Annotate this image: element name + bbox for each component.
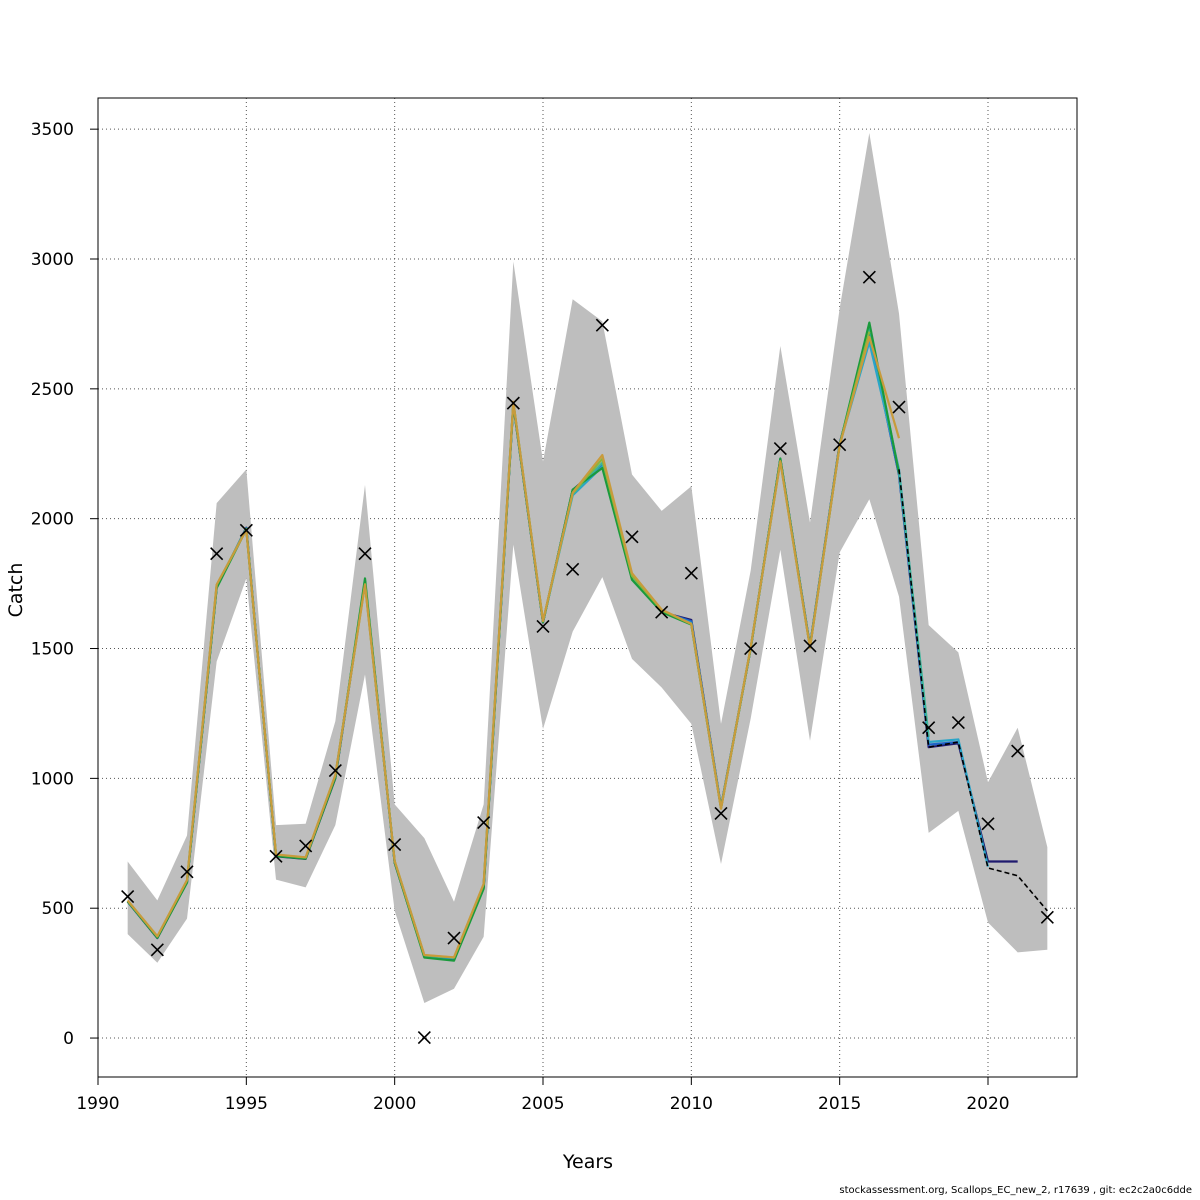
observed-point-stroke [951,715,965,730]
observed-point-stroke [862,270,876,284]
observed-point-stroke [714,806,728,820]
y-axis-label: Catch [5,563,27,618]
observed-point-stroke [150,943,164,957]
band-area [127,133,1048,1003]
y-tick-label: 3000 [31,250,74,270]
observed-point [1040,910,1054,924]
fit-lines [126,321,1018,962]
observed-point [625,530,639,544]
observed-point [1011,744,1025,758]
observed-point [655,605,669,619]
observed-point [299,839,313,853]
observed-point-stroke [655,605,669,619]
observed-point [833,438,847,452]
y-tick-label: 500 [42,899,74,919]
prediction-line [898,469,1048,912]
observed-point [506,396,520,410]
observed-points [121,270,1054,1045]
y-axis: 0 500 1000 1500 2000 2500 3000 3500 [31,120,99,1049]
observed-point [150,943,164,957]
observed-point [566,562,580,576]
observed-point-stroke [922,721,936,735]
observed-point-stroke [595,318,609,332]
y-tick-label: 1000 [31,769,74,789]
observed-point [388,838,402,852]
y-tick-label: 2500 [31,380,74,400]
y-tick-label: 2000 [31,510,74,530]
observed-point-stroke [536,619,550,634]
observed-point-stroke [447,931,461,945]
observed-point-stroke [477,815,491,830]
observed-point-stroke [358,547,372,561]
x-tick-label: 2005 [521,1094,564,1114]
observed-point [803,639,817,653]
observed-point-stroke [566,562,580,576]
observed-point-stroke [833,438,847,452]
observed-point [892,400,906,414]
x-axis: 1990 1995 2000 2005 2010 2015 2020 [76,1076,1010,1114]
observed-point-stroke [803,639,817,653]
confidence-band [127,133,1048,1003]
x-tick-label: 1990 [76,1094,119,1114]
observed-point [477,815,491,830]
observed-point-stroke [625,530,639,544]
observed-point-stroke [892,400,906,414]
observed-point-stroke [121,889,135,904]
observed-point [328,764,342,778]
observed-point-stroke [981,817,995,831]
observed-point-stroke [506,396,520,410]
observed-point-stroke [773,442,787,456]
observed-point [862,270,876,284]
observed-point [951,715,965,730]
prediction-path [898,469,1048,912]
observed-point [981,817,995,831]
observed-point [269,849,283,863]
observed-point [121,889,135,904]
observed-point-stroke [684,566,698,580]
observed-point [595,318,609,332]
x-tick-label: 1995 [225,1094,268,1114]
observed-point-stroke [269,849,283,863]
observed-point-stroke [239,523,253,537]
series-line [126,335,901,959]
observed-point [773,442,787,456]
observed-point-stroke [180,865,194,879]
observed-point [239,523,253,537]
observed-point [714,806,728,820]
observed-point [744,641,758,656]
observed-point-stroke [328,764,342,778]
observed-point-stroke [1011,744,1025,758]
x-tick-label: 2000 [373,1094,416,1114]
observed-point [417,1030,431,1045]
x-tick-label: 2020 [966,1094,1009,1114]
y-tick-label: 0 [63,1029,74,1049]
x-tick-label: 2015 [818,1094,861,1114]
observed-point-stroke [744,641,758,656]
observed-point-stroke [417,1030,431,1045]
observed-point [447,931,461,945]
observed-point-stroke [210,547,224,561]
observed-point [684,566,698,580]
observed-point [358,547,372,561]
observed-point-stroke [388,838,402,852]
observed-point-stroke [299,839,313,853]
observed-point [210,547,224,561]
y-tick-label: 1500 [31,640,74,660]
x-tick-label: 2010 [670,1094,713,1114]
x-axis-label: Years [562,1151,613,1173]
observed-point-stroke [1040,910,1054,924]
y-tick-label: 3500 [31,120,74,140]
footer-caption: stockassessment.org, Scallops_EC_new_2, … [839,1185,1192,1196]
observed-point [922,721,936,735]
observed-point [536,619,550,634]
observed-point [180,865,194,879]
